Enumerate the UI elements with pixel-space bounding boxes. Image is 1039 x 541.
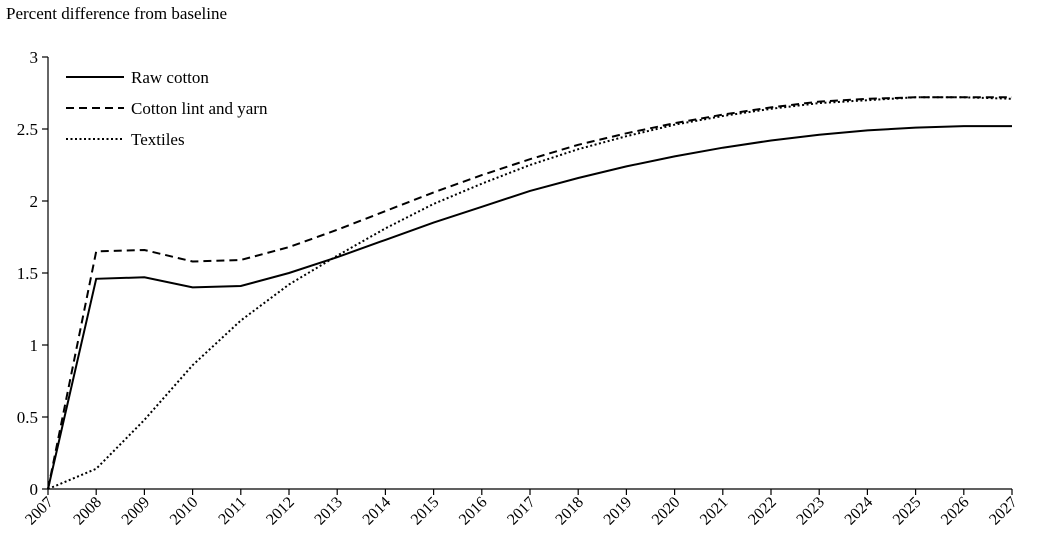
x-tick-label: 2018	[552, 494, 587, 529]
x-tick-label: 2013	[311, 494, 346, 529]
y-tick-label: 0	[30, 480, 39, 499]
series-lines	[47, 96, 1013, 490]
series-line-1	[47, 125, 1012, 490]
x-tick-label: 2017	[504, 494, 539, 529]
x-tick-label: 2007	[22, 494, 57, 529]
y-tick-label: 1	[30, 336, 39, 355]
x-tick-label: 2021	[697, 494, 732, 529]
x-tick-label: 2012	[263, 494, 298, 529]
x-tick-label: 2020	[649, 494, 684, 529]
x-tick-label: 2010	[167, 494, 202, 529]
legend-label: Cotton lint and yarn	[131, 99, 268, 118]
series-line-2	[47, 96, 1012, 490]
x-tick-label: 2014	[360, 494, 395, 529]
y-tick-label: 3	[30, 48, 39, 67]
y-axis-title: Percent difference from baseline	[6, 4, 228, 23]
legend: Raw cotton Cotton lint and yarn Textiles	[66, 68, 268, 149]
x-tick-label: 2011	[215, 494, 249, 528]
x-tick-label: 2022	[745, 494, 780, 529]
y-tick-label: 2.5	[17, 120, 38, 139]
x-tick-label: 2019	[601, 494, 636, 529]
legend-label: Textiles	[131, 130, 185, 149]
y-tick-label: 0.5	[17, 408, 38, 427]
x-tick-label: 2008	[70, 494, 105, 529]
x-tick-label: 2016	[456, 494, 491, 529]
x-tick-label: 2009	[119, 494, 154, 529]
axes: 0 0.5 1 1.5 2 2.5 3 2007 2008 2009 2010 2011 2012 201…	[17, 48, 1021, 528]
x-tick-label: 2025	[890, 494, 925, 529]
y-tick-label: 1.5	[17, 264, 38, 283]
y-tick-label: 2	[30, 192, 39, 211]
x-tick-label: 2015	[408, 494, 443, 529]
series-line-3	[47, 96, 1013, 490]
x-tick-label: 2027	[986, 494, 1021, 529]
x-tick-label: 2023	[793, 494, 828, 529]
legend-label: Raw cotton	[131, 68, 209, 87]
x-tick-label: 2026	[938, 494, 973, 529]
x-tick-label: 2024	[842, 494, 877, 529]
